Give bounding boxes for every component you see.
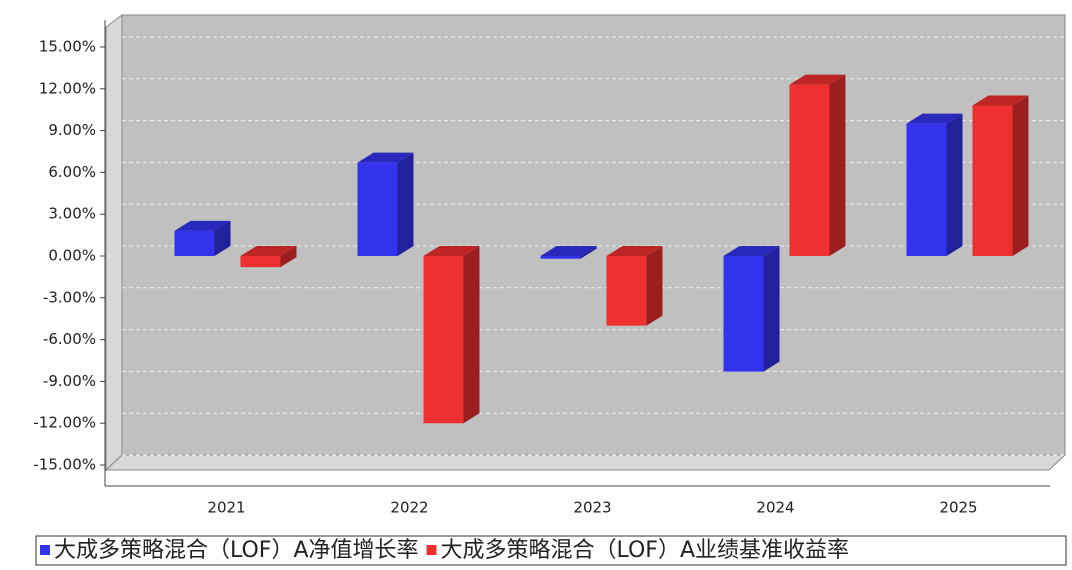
bar-face xyxy=(423,246,480,256)
y-tick-label: -6.00% xyxy=(43,330,96,348)
bar xyxy=(723,246,780,372)
y-tick-label: 15.00% xyxy=(39,38,96,56)
x-tick-label: 2024 xyxy=(756,499,794,517)
bar-face xyxy=(174,220,231,231)
bar-face xyxy=(1012,95,1029,257)
bar xyxy=(240,246,297,268)
bar-face xyxy=(646,246,663,326)
bar-face xyxy=(723,246,780,256)
x-tick-label: 2021 xyxy=(207,499,245,517)
bar-face xyxy=(174,230,215,256)
legend xyxy=(35,535,1067,566)
legend-label: 大成多策略混合（LOF）A业绩基准收益率 xyxy=(441,538,850,563)
bar-face xyxy=(240,256,281,268)
bar-face xyxy=(723,256,764,372)
bar xyxy=(606,246,663,326)
bar xyxy=(174,220,231,256)
bar-face xyxy=(540,246,597,256)
bar-face xyxy=(789,84,830,257)
bar xyxy=(789,74,846,257)
bar-face xyxy=(972,95,1029,106)
legend-swatch xyxy=(40,545,50,555)
y-tick-label: 12.00% xyxy=(39,79,96,97)
bar-face xyxy=(423,256,464,424)
bar-face xyxy=(606,256,647,326)
bar-face xyxy=(280,246,297,268)
bar xyxy=(540,246,597,259)
y-tick-label: 0.00% xyxy=(48,247,96,265)
bar-face xyxy=(829,74,846,257)
bar-face xyxy=(357,162,398,256)
bar-face xyxy=(214,220,231,256)
side-wall xyxy=(105,14,123,472)
bar-face xyxy=(580,246,597,259)
bar-face xyxy=(789,74,846,85)
bar-face xyxy=(240,246,297,256)
bar-face xyxy=(357,152,414,163)
bar xyxy=(357,152,414,256)
bar-face xyxy=(540,256,581,259)
y-tick-label: -12.00% xyxy=(33,414,96,432)
y-tick-label: -3.00% xyxy=(43,288,96,306)
bar-face xyxy=(906,123,947,256)
floor xyxy=(104,454,1067,471)
bar-face xyxy=(397,152,414,256)
bar-face xyxy=(606,246,663,256)
bar-face xyxy=(763,246,780,372)
bar-face xyxy=(946,113,963,256)
bar xyxy=(906,113,963,256)
bar xyxy=(423,246,480,424)
bar-face xyxy=(906,113,963,124)
y-tick-label: 3.00% xyxy=(48,205,96,223)
bar-face xyxy=(463,246,480,424)
y-tick-label: -9.00% xyxy=(43,372,96,390)
y-tick-label: 9.00% xyxy=(48,121,96,139)
y-tick-label: 6.00% xyxy=(48,163,96,181)
y-tick-label: -15.00% xyxy=(33,456,96,474)
bar-face xyxy=(972,105,1013,257)
legend-label: 大成多策略混合（LOF）A净值增长率 xyxy=(54,538,419,563)
legend-swatch xyxy=(426,545,437,555)
x-tick-label: 2025 xyxy=(939,499,977,517)
bar xyxy=(972,95,1029,257)
x-tick-label: 2022 xyxy=(390,499,428,517)
x-tick-label: 2023 xyxy=(573,499,611,517)
